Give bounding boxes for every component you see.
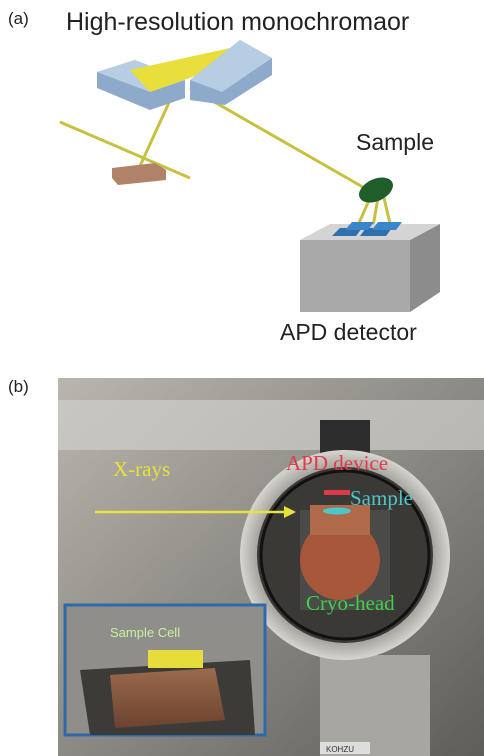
apd-label: APD device bbox=[286, 451, 388, 475]
sample-label: Sample bbox=[356, 129, 434, 155]
detector-label: APD detector bbox=[280, 319, 417, 345]
analyzer-block bbox=[112, 163, 166, 185]
inset-label: Sample Cell bbox=[110, 625, 180, 640]
detector bbox=[300, 222, 440, 312]
apd-marker bbox=[324, 490, 350, 495]
monochromator bbox=[97, 40, 272, 110]
panel-label: (a) bbox=[8, 9, 29, 28]
panel-label: (b) bbox=[8, 377, 29, 396]
cryo-label: Cryo-head bbox=[306, 591, 395, 615]
panel-title: High-resolution monochromaor bbox=[66, 8, 409, 36]
xrays-label: X-rays bbox=[113, 457, 170, 481]
sample-marker bbox=[323, 508, 351, 515]
figure: (a) High-resolution monochromaor Sample … bbox=[0, 0, 484, 756]
beam bbox=[60, 88, 392, 232]
plate-label: KOHZU bbox=[326, 745, 354, 754]
sample-label: Sample bbox=[350, 486, 413, 510]
